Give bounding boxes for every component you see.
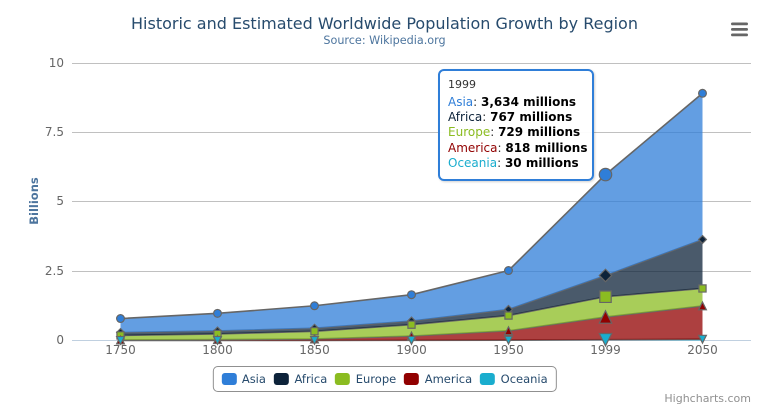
tooltip: 1999 Asia: 3,634 millions Africa: 767 mil… xyxy=(438,68,594,181)
marker-europe-1950[interactable] xyxy=(504,311,513,320)
x-axis-label: 1999 xyxy=(590,343,621,358)
area-africa[interactable] xyxy=(120,239,703,336)
tooltip-row-europe: Europe: 729 millions xyxy=(448,125,581,140)
hamburger-menu-icon xyxy=(731,22,748,26)
marker-asia-1950[interactable] xyxy=(504,266,514,276)
credits-link[interactable]: Highcharts.com xyxy=(664,392,751,405)
legend-item-asia[interactable]: Asia xyxy=(221,372,266,386)
legend-item-africa[interactable]: Africa xyxy=(273,371,328,386)
legend-label: Oceania xyxy=(500,371,548,386)
chart-title: Historic and Estimated Worldwide Populat… xyxy=(131,14,638,33)
legend-label: America xyxy=(424,371,473,386)
tooltip-value: 818 millions xyxy=(505,140,588,155)
tooltip-header: 1999 xyxy=(448,77,476,91)
marker-oceania-1750[interactable] xyxy=(115,335,126,346)
legend-item-america[interactable]: America xyxy=(404,372,472,386)
marker-oceania-1850[interactable] xyxy=(309,335,320,346)
y-axis-label: 7.5 xyxy=(44,124,64,139)
legend-symbol-oceania xyxy=(480,372,496,385)
marker-europe-1900[interactable] xyxy=(407,320,416,329)
legend-label: Asia xyxy=(241,371,266,386)
tooltip-value: 3,634 millions xyxy=(481,94,577,109)
marker-asia-1800[interactable] xyxy=(213,308,223,318)
marker-europe-1999[interactable] xyxy=(599,290,612,304)
tooltip-value: 767 millions xyxy=(490,109,573,124)
tooltip-series-name: Europe xyxy=(448,125,491,140)
legend-item-europe[interactable]: Europe xyxy=(335,372,396,386)
marker-europe-1850[interactable] xyxy=(310,327,319,336)
marker-asia-1999[interactable] xyxy=(598,167,613,182)
legend-item-oceania[interactable]: Oceania xyxy=(480,372,548,386)
export-menu-button[interactable] xyxy=(731,22,748,37)
x-axis-label: 1900 xyxy=(396,343,427,358)
marker-europe-2050[interactable] xyxy=(698,284,707,293)
marker-america-1999[interactable] xyxy=(598,309,613,324)
legend-symbol-europe xyxy=(335,372,351,385)
x-axis-label: 1750 xyxy=(105,343,136,358)
marker-oceania-1800[interactable] xyxy=(212,335,223,346)
marker-asia-1750[interactable] xyxy=(115,314,125,324)
marker-africa-2050[interactable] xyxy=(697,234,708,245)
tooltip-row-america: America: 818 millions xyxy=(448,140,588,155)
tooltip-row-asia: Asia: 3,634 millions xyxy=(448,94,577,109)
x-axis-label: 2050 xyxy=(687,343,718,358)
marker-asia-1900[interactable] xyxy=(407,290,417,300)
tooltip-value: 30 millions xyxy=(504,156,579,171)
area-america[interactable] xyxy=(120,305,703,341)
marker-africa-1999[interactable] xyxy=(598,268,613,283)
tooltip-series-name: Oceania xyxy=(448,156,498,171)
tooltip-row-oceania: Oceania: 30 millions xyxy=(448,156,579,171)
marker-america-2050[interactable] xyxy=(697,300,708,311)
chart-subtitle: Source: Wikipedia.org xyxy=(323,33,446,47)
hamburger-menu-icon xyxy=(731,28,748,31)
marker-oceania-1900[interactable] xyxy=(406,335,417,346)
hamburger-menu-icon xyxy=(731,33,748,37)
marker-asia-1850[interactable] xyxy=(310,301,320,311)
tooltip-value: 729 millions xyxy=(498,125,581,140)
x-axis-label: 1850 xyxy=(299,343,330,358)
area-asia[interactable] xyxy=(120,93,703,333)
tooltip-series-name: Asia xyxy=(448,94,474,109)
x-axis-label: 1950 xyxy=(493,343,524,358)
tooltip-row-africa: Africa: 767 millions xyxy=(448,109,573,124)
y-axis-label: 5 xyxy=(56,194,64,209)
legend-symbol-africa xyxy=(273,372,289,385)
marker-asia-2050[interactable] xyxy=(697,88,707,98)
legend-label: Africa xyxy=(294,371,328,386)
legend-symbol-asia xyxy=(221,372,237,385)
tooltip-series-name: America xyxy=(448,140,498,155)
marker-america-1950[interactable] xyxy=(503,325,514,336)
legend: Asia Africa Europe America Oceania xyxy=(212,365,557,392)
tooltip-series-name: Africa xyxy=(448,109,483,124)
legend-symbol-america xyxy=(404,372,420,385)
legend-label: Europe xyxy=(355,371,397,386)
y-axis-label: 0 xyxy=(56,333,64,347)
x-axis-label: 1800 xyxy=(202,343,233,358)
marker-oceania-1950[interactable] xyxy=(503,335,514,346)
marker-oceania-1999[interactable] xyxy=(598,332,613,348)
y-axis-label: 2.5 xyxy=(44,263,64,278)
marker-oceania-2050[interactable] xyxy=(697,334,708,345)
y-axis-label: 10 xyxy=(48,55,64,70)
